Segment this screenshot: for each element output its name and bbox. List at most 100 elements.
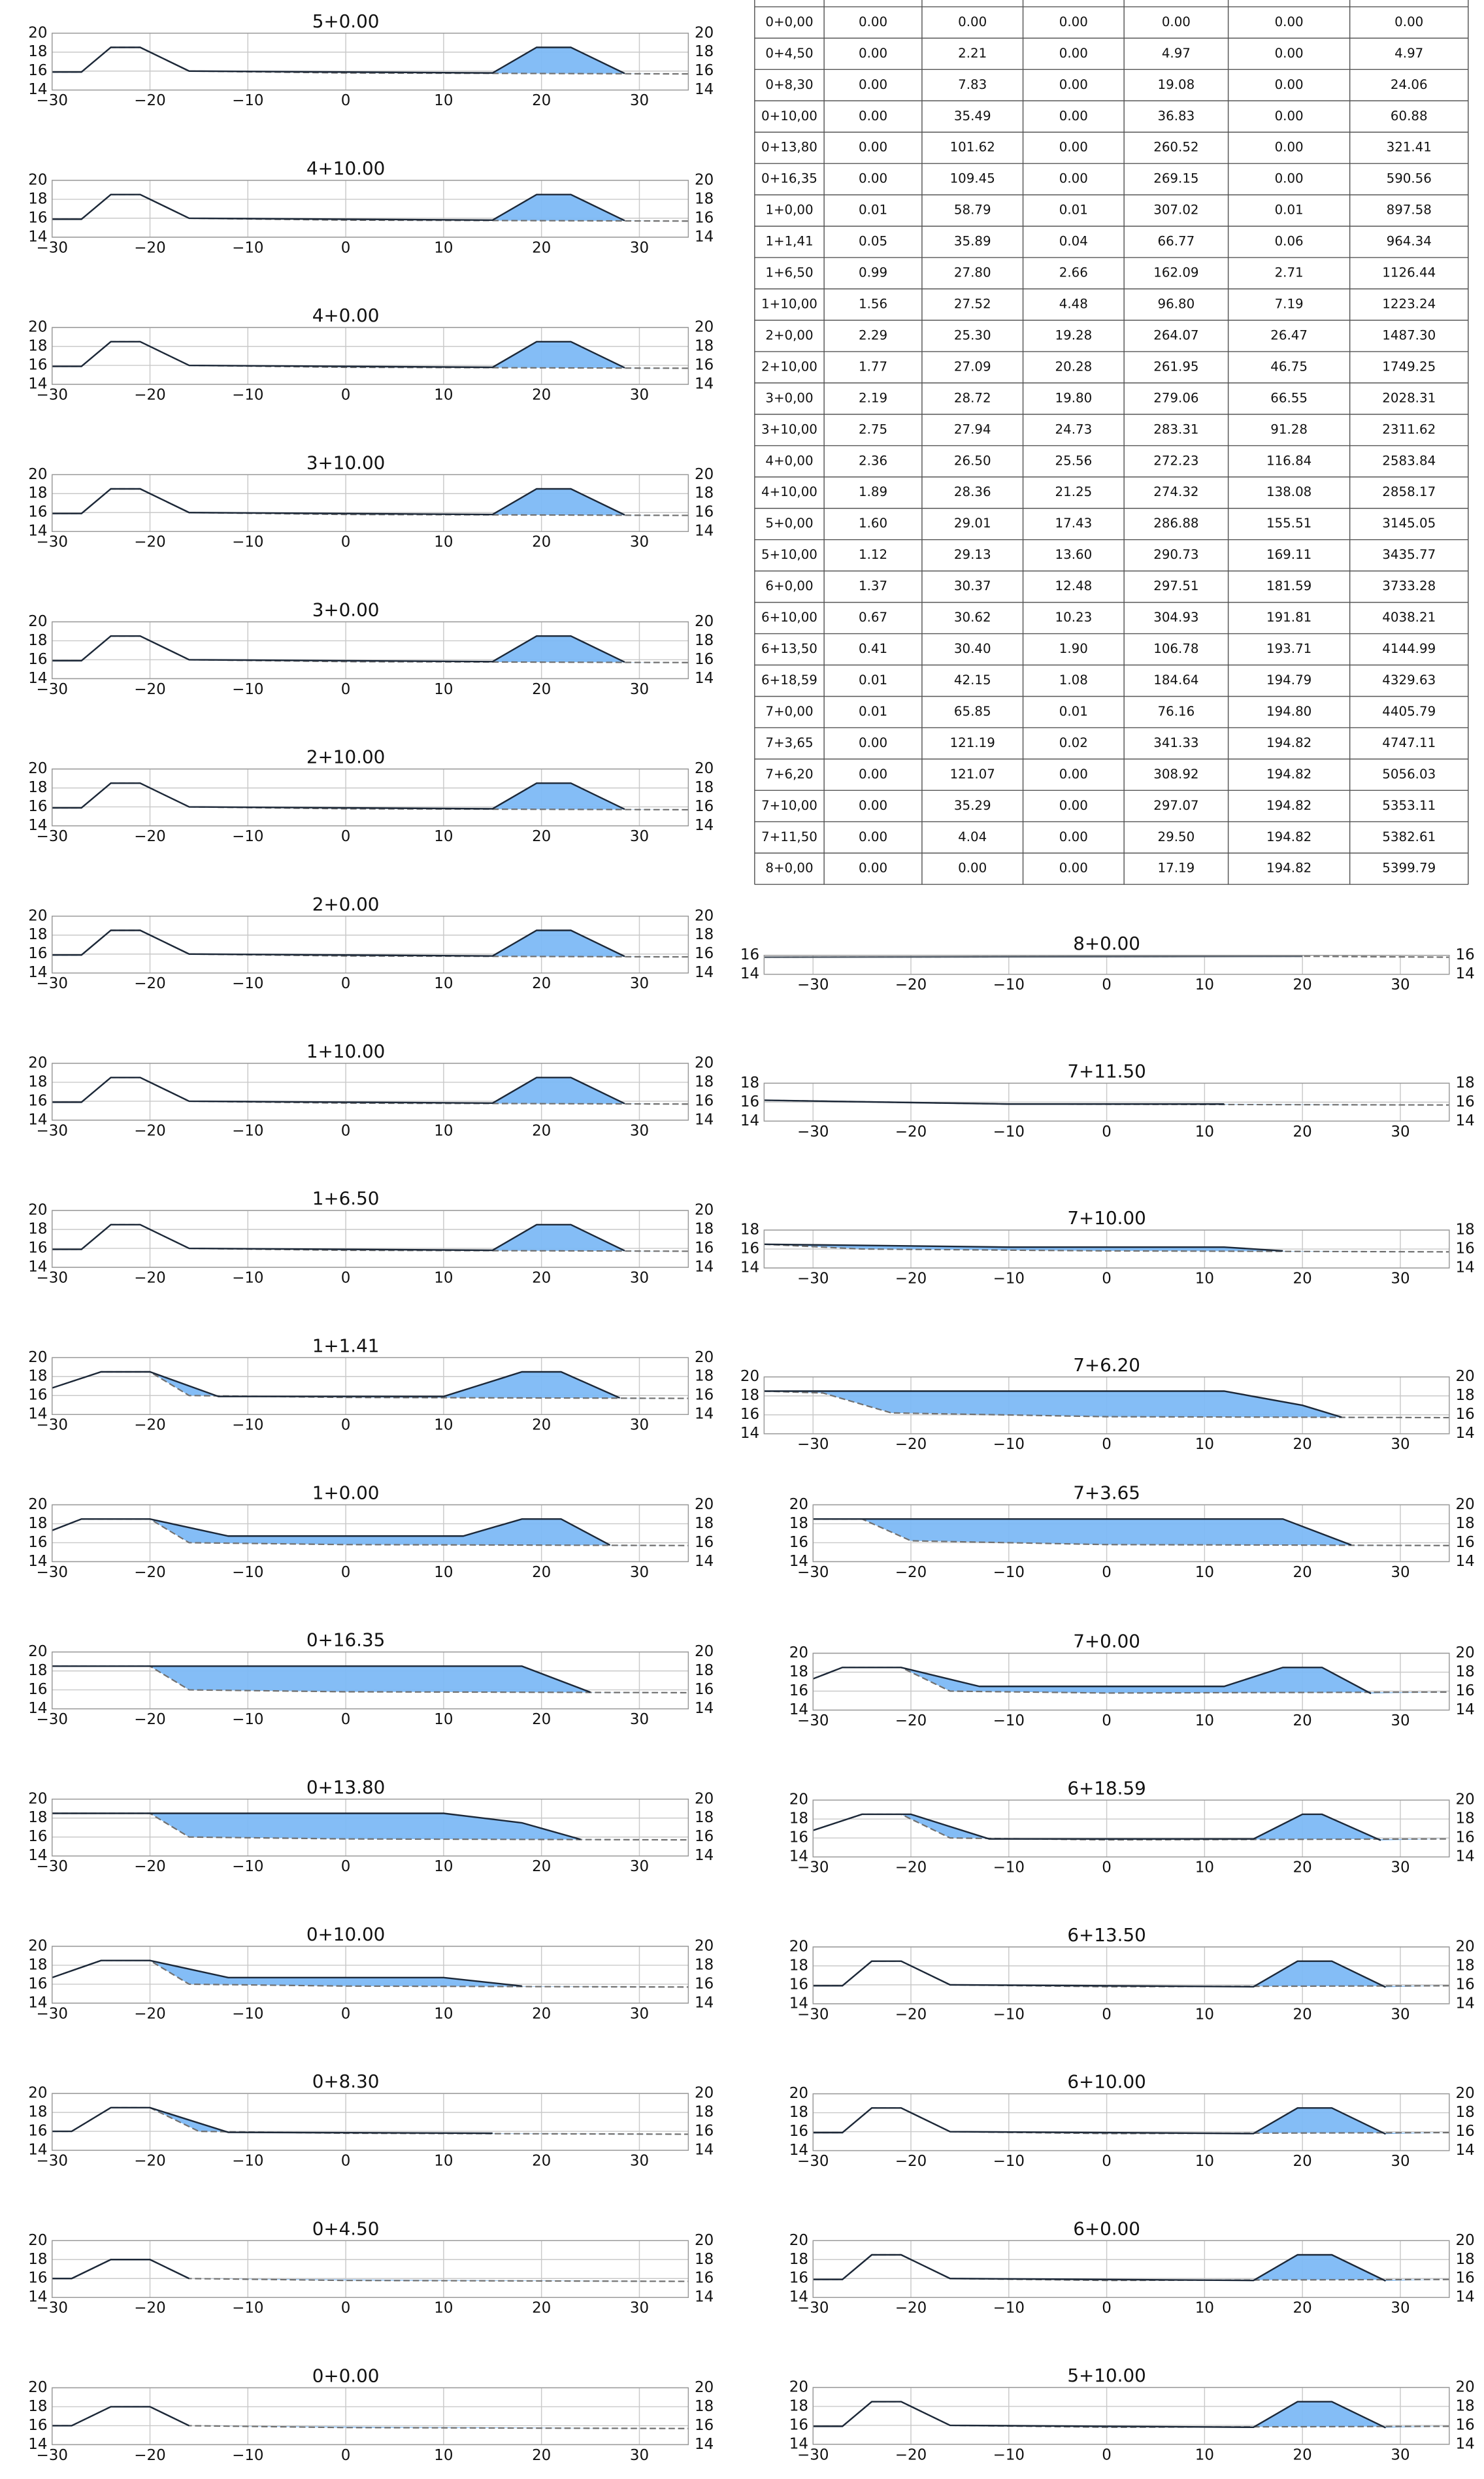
chart-title: 1+0.00: [312, 1482, 380, 1504]
value-cell: 2.66: [1059, 265, 1088, 280]
x-tick-label: 10: [1195, 1436, 1214, 1453]
y-tick-label: 20: [28, 319, 47, 336]
y2-tick-label: 18: [1456, 1074, 1475, 1091]
value-cell: 66.77: [1158, 234, 1195, 249]
y2-tick-label: 20: [695, 319, 714, 336]
y2-tick-label: 18: [695, 2398, 714, 2415]
x-tick-label: 20: [532, 828, 551, 845]
value-cell: 0.00: [1275, 46, 1304, 61]
value-cell: 12.48: [1055, 578, 1093, 593]
y2-tick-label: 18: [695, 2104, 714, 2121]
value-cell: 2028.31: [1382, 390, 1436, 405]
value-cell: 283.31: [1153, 422, 1198, 437]
design-line: [52, 341, 625, 369]
y-tick-label: 16: [740, 1406, 759, 1423]
x-tick-label: 20: [532, 92, 551, 109]
x-tick-label: −20: [134, 386, 165, 403]
y2-tick-label: 20: [695, 1202, 714, 1219]
x-tick-label: −10: [993, 2446, 1025, 2463]
y-tick-label: 14: [28, 1406, 47, 1423]
plot-clip: [764, 1390, 1449, 1419]
x-tick-label: −20: [134, 239, 165, 256]
value-cell: 30.37: [954, 578, 991, 593]
y-tick-label: 18: [789, 2251, 808, 2268]
x-tick-label: −30: [797, 1270, 829, 1287]
x-tick-label: −20: [134, 1564, 165, 1581]
value-cell: 46.75: [1270, 359, 1308, 374]
y-tick-label: 16: [28, 1681, 47, 1698]
value-cell: 286.88: [1153, 516, 1198, 531]
y-tick-label: 16: [789, 2123, 808, 2140]
y-tick-label: 18: [28, 1073, 47, 1090]
x-tick-label: 0: [1102, 976, 1112, 993]
x-tick-label: 20: [532, 975, 551, 992]
plot-area: [52, 2240, 689, 2298]
x-tick-label: 0: [1102, 1270, 1112, 1287]
y-tick-label: 14: [28, 1847, 47, 1864]
x-tick-label: −10: [993, 2300, 1025, 2317]
y-tick-label: 20: [28, 1643, 47, 1660]
y2-tick-label: 16: [1456, 946, 1475, 963]
value-cell: 194.82: [1266, 798, 1311, 813]
value-cell: 184.64: [1153, 673, 1198, 688]
value-cell: 181.59: [1266, 578, 1311, 593]
value-cell: 17.19: [1158, 861, 1195, 876]
y-tick-label: 20: [28, 760, 47, 777]
x-tick-label: 10: [1195, 1712, 1214, 1729]
y-tick-label: 18: [28, 2398, 47, 2415]
section-chart: 1+6.50 −30 −20 −10 0 10 20 30 14 16 18 20 14 16 18 20: [28, 1188, 714, 1286]
value-cell: 4.48: [1059, 297, 1088, 312]
x-tick-label: −10: [232, 1417, 263, 1434]
value-cell: 0.00: [1162, 14, 1191, 29]
x-tick-label: 0: [341, 1122, 351, 1139]
x-tick-label: 20: [1293, 1123, 1312, 1140]
section-chart: 7+3.65 −30 −20 −10 0 10 20 30 14 16 18 20 14 16 18 20: [789, 1482, 1475, 1581]
y2-tick-label: 16: [1456, 2123, 1475, 2140]
value-cell: 19.08: [1158, 77, 1195, 92]
y2-tick-label: 14: [695, 964, 714, 981]
fill-area: [764, 1244, 1449, 1252]
y-tick-label: 18: [789, 1515, 808, 1532]
station-cell: 5+0,00: [765, 516, 813, 531]
x-tick-label: −30: [37, 1417, 68, 1434]
section-chart: 0+16.35 −30 −20 −10 0 10 20 30 14 16 18 20 14 16 18 20: [28, 1629, 714, 1728]
x-tick-label: 20: [532, 2152, 551, 2169]
x-tick-label: −10: [993, 2006, 1025, 2023]
y2-tick-label: 16: [695, 1387, 714, 1404]
plot-frame: [812, 1504, 1450, 1563]
y-tick-label: 16: [28, 798, 47, 815]
value-cell: 1126.44: [1382, 265, 1436, 280]
plot-frame: [52, 474, 689, 532]
plot-clip: [52, 1371, 689, 1399]
plot-frame: [812, 2387, 1450, 2445]
x-tick-label: −20: [134, 975, 165, 992]
design-line: [813, 2254, 1387, 2282]
x-tick-label: −20: [134, 1858, 165, 1875]
value-cell: 0.00: [1059, 171, 1088, 186]
plot-clip: [813, 2254, 1449, 2282]
x-tick-label: −30: [37, 828, 68, 845]
y-tick-label: 14: [28, 376, 47, 393]
value-cell: 109.45: [950, 171, 995, 186]
value-cell: 279.06: [1153, 390, 1198, 405]
x-tick-label: −30: [797, 2446, 829, 2463]
value-cell: 194.82: [1266, 861, 1311, 876]
x-tick-label: −20: [134, 2152, 165, 2169]
plot-frame: [52, 33, 689, 91]
value-cell: 0.00: [859, 767, 887, 782]
section-chart: 5+0.00 −30 −20 −10 0 10 20 30 14 16 18 20 14 16 18 20: [28, 10, 714, 109]
x-tick-label: −10: [232, 92, 263, 109]
x-tick-label: 30: [1391, 1564, 1410, 1581]
value-cell: 4144.99: [1382, 641, 1436, 656]
x-tick-label: 10: [434, 2300, 453, 2317]
value-cell: 27.52: [954, 297, 991, 312]
x-tick-label: 30: [630, 2447, 649, 2464]
y-tick-label: 16: [28, 2123, 47, 2140]
y-tick-label: 16: [740, 1093, 759, 1110]
y-tick-label: 16: [28, 1828, 47, 1845]
x-tick-label: 20: [532, 534, 551, 551]
x-tick-label: 20: [532, 1122, 551, 1139]
x-tick-label: 30: [1391, 1270, 1410, 1287]
y-tick-label: 16: [28, 1240, 47, 1257]
section-chart: 2+10.00 −30 −20 −10 0 10 20 30 14 16 18 20 14 16 18 20: [28, 746, 714, 845]
